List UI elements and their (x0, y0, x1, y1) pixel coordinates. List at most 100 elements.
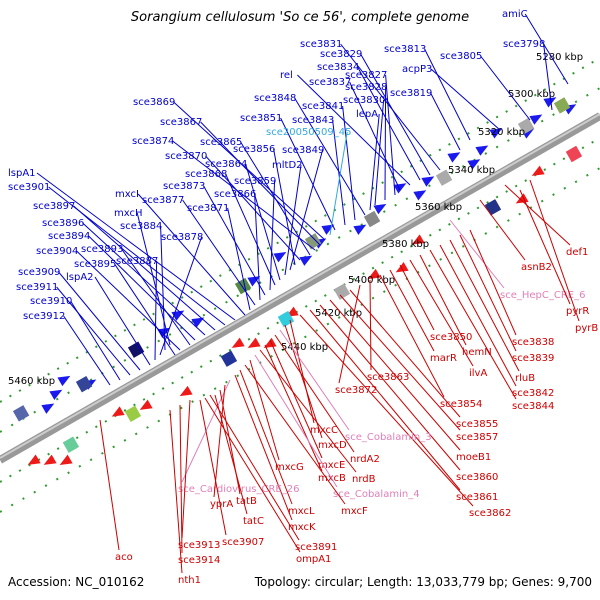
forward-leader-line (114, 263, 176, 356)
gene-label-forward: sce3851 (240, 113, 282, 124)
gene-label-forward: sce3870 (165, 151, 207, 162)
reverse-leader-line (181, 399, 191, 539)
reverse-leader-line (289, 319, 315, 424)
forward-gene-arrow (421, 176, 435, 187)
feature-track (12, 97, 583, 465)
forward-leader-line (294, 97, 366, 216)
gene-label-forward: sce3831 (300, 39, 342, 50)
forward-leader-line (360, 53, 431, 176)
forward-gene-arrow (157, 327, 171, 339)
gene-label-forward: sce3874 (132, 136, 174, 147)
reverse-leader-line (204, 397, 301, 553)
reverse-gene-arrow (231, 337, 245, 348)
scale-labels: 5280 kbp 5300 kbp 5320 kbp 5340 kbp 5360 kbp… (8, 52, 583, 387)
reverse-leader-line (99, 419, 120, 551)
gene-label-forward: sce3911 (16, 282, 58, 293)
gene-label-reverse: sce3913 (178, 540, 220, 551)
reverse-leader-line (259, 349, 357, 473)
gene-label-forward: sce3805 (440, 51, 482, 62)
reverse-leader-line (339, 294, 461, 431)
forward-gene-arrow (299, 255, 313, 266)
forward-leader-line (63, 315, 111, 386)
forward-leader-line (524, 13, 569, 85)
gene-label-reverse: sce3857 (456, 432, 498, 443)
gene-label-forward: mxcH (114, 208, 143, 219)
gene-label-forward: sce3869 (133, 97, 175, 108)
forward-leader-line (73, 205, 216, 331)
forward-gene-arrow (57, 375, 71, 387)
gene-label-reverse: sce3850 (430, 332, 472, 343)
forward-leader-line (82, 222, 206, 336)
gene-label-forward: rel (280, 70, 293, 81)
misc-feature-block (75, 375, 93, 393)
reverse-gene-arrow (531, 165, 545, 176)
forward-leader-line (329, 131, 348, 236)
forward-leader-line (369, 113, 380, 211)
gene-label-reverse: tatB (236, 496, 257, 507)
forward-leader-line (154, 260, 158, 361)
reverse-leader-line (449, 219, 505, 289)
gene-label-reverse: pyrR (566, 306, 589, 317)
scale-label: 5280 kbp (536, 52, 583, 63)
gene-label-forward: sce3901 (8, 182, 50, 193)
gene-label-forward: sce3896 (42, 218, 84, 229)
reverse-leader-line (349, 289, 461, 418)
reverse-leader-line (379, 274, 445, 398)
gene-label-forward: sce3873 (163, 181, 205, 192)
forward-leader-line (137, 193, 246, 316)
reverse-leader-line (449, 239, 520, 372)
gene-label-reverse: tatC (243, 516, 264, 527)
forward-leader-line (225, 173, 276, 286)
gene-label-forward: sce3856 (233, 144, 275, 155)
gene-label-forward: sce3827 (345, 70, 387, 81)
reverse-gene-arrow (367, 268, 381, 280)
reverse-leader-line (264, 344, 323, 472)
forward-leader-line (349, 81, 401, 191)
forward-leader-line (159, 236, 203, 356)
forward-leader-line (56, 286, 131, 376)
gene-label-forward: sce3871 (187, 203, 229, 214)
scale-label: 5400 kbp (348, 275, 395, 286)
gene-label-reverse: sce3891 (295, 542, 337, 553)
reverse-leader-line (439, 244, 517, 387)
gene-label-reverse: mxcG (275, 462, 304, 473)
gene-label-forward: sce3843 (292, 115, 334, 126)
gene-label-forward: sce3877 (142, 195, 184, 206)
reverse-leader-line (269, 339, 323, 459)
reverse-gene-arrow (263, 337, 277, 349)
gene-label-forward: sce3910 (30, 296, 72, 307)
reverse-leader-line (274, 334, 355, 453)
forward-label-lines: amiCsce3798sce3805acpP3sce3813sce3819sce… (8, 9, 569, 386)
gene-label-forward: sce3893 (81, 244, 123, 255)
forward-leader-line (280, 117, 336, 231)
forward-leader-line (36, 172, 236, 321)
forward-leader-line (424, 48, 471, 141)
gene-label-reverse: sce3844 (512, 401, 554, 412)
accession-text: Accession: NC_010162 (8, 575, 145, 589)
gene-label-forward: sce3887 (116, 256, 158, 267)
gene-label-reverse: sce_Cobalamin_4 (333, 489, 420, 500)
reverse-leader-line (369, 279, 372, 371)
forward-gene-arrow (447, 152, 461, 163)
scale-label: 5460 kbp (8, 376, 55, 387)
misc-feature-block (517, 117, 535, 135)
reverse-leader-line (209, 394, 300, 541)
scale-label: 5440 kbp (281, 342, 328, 353)
gene-label-forward: mxcI (115, 189, 139, 200)
gene-label-forward: sce3859 (234, 176, 276, 187)
gene-label-reverse: nrdA2 (350, 454, 380, 465)
reverse-leader-line (429, 249, 517, 400)
reverse-leader-line (254, 354, 338, 488)
forward-leader-line (88, 235, 196, 341)
reverse-leader-line (409, 259, 474, 367)
forward-leader-line (357, 66, 421, 181)
forward-leader-line (76, 250, 181, 351)
misc-feature-block (333, 283, 351, 300)
reverse-leader-line (169, 409, 183, 574)
gene-label-forward: lepA (356, 109, 378, 120)
forward-leader-line (385, 74, 396, 196)
misc-feature-block (127, 341, 145, 358)
gene-label-forward: sce3830 (343, 95, 385, 106)
forward-leader-line (284, 164, 302, 276)
forward-leader-line (332, 119, 346, 226)
